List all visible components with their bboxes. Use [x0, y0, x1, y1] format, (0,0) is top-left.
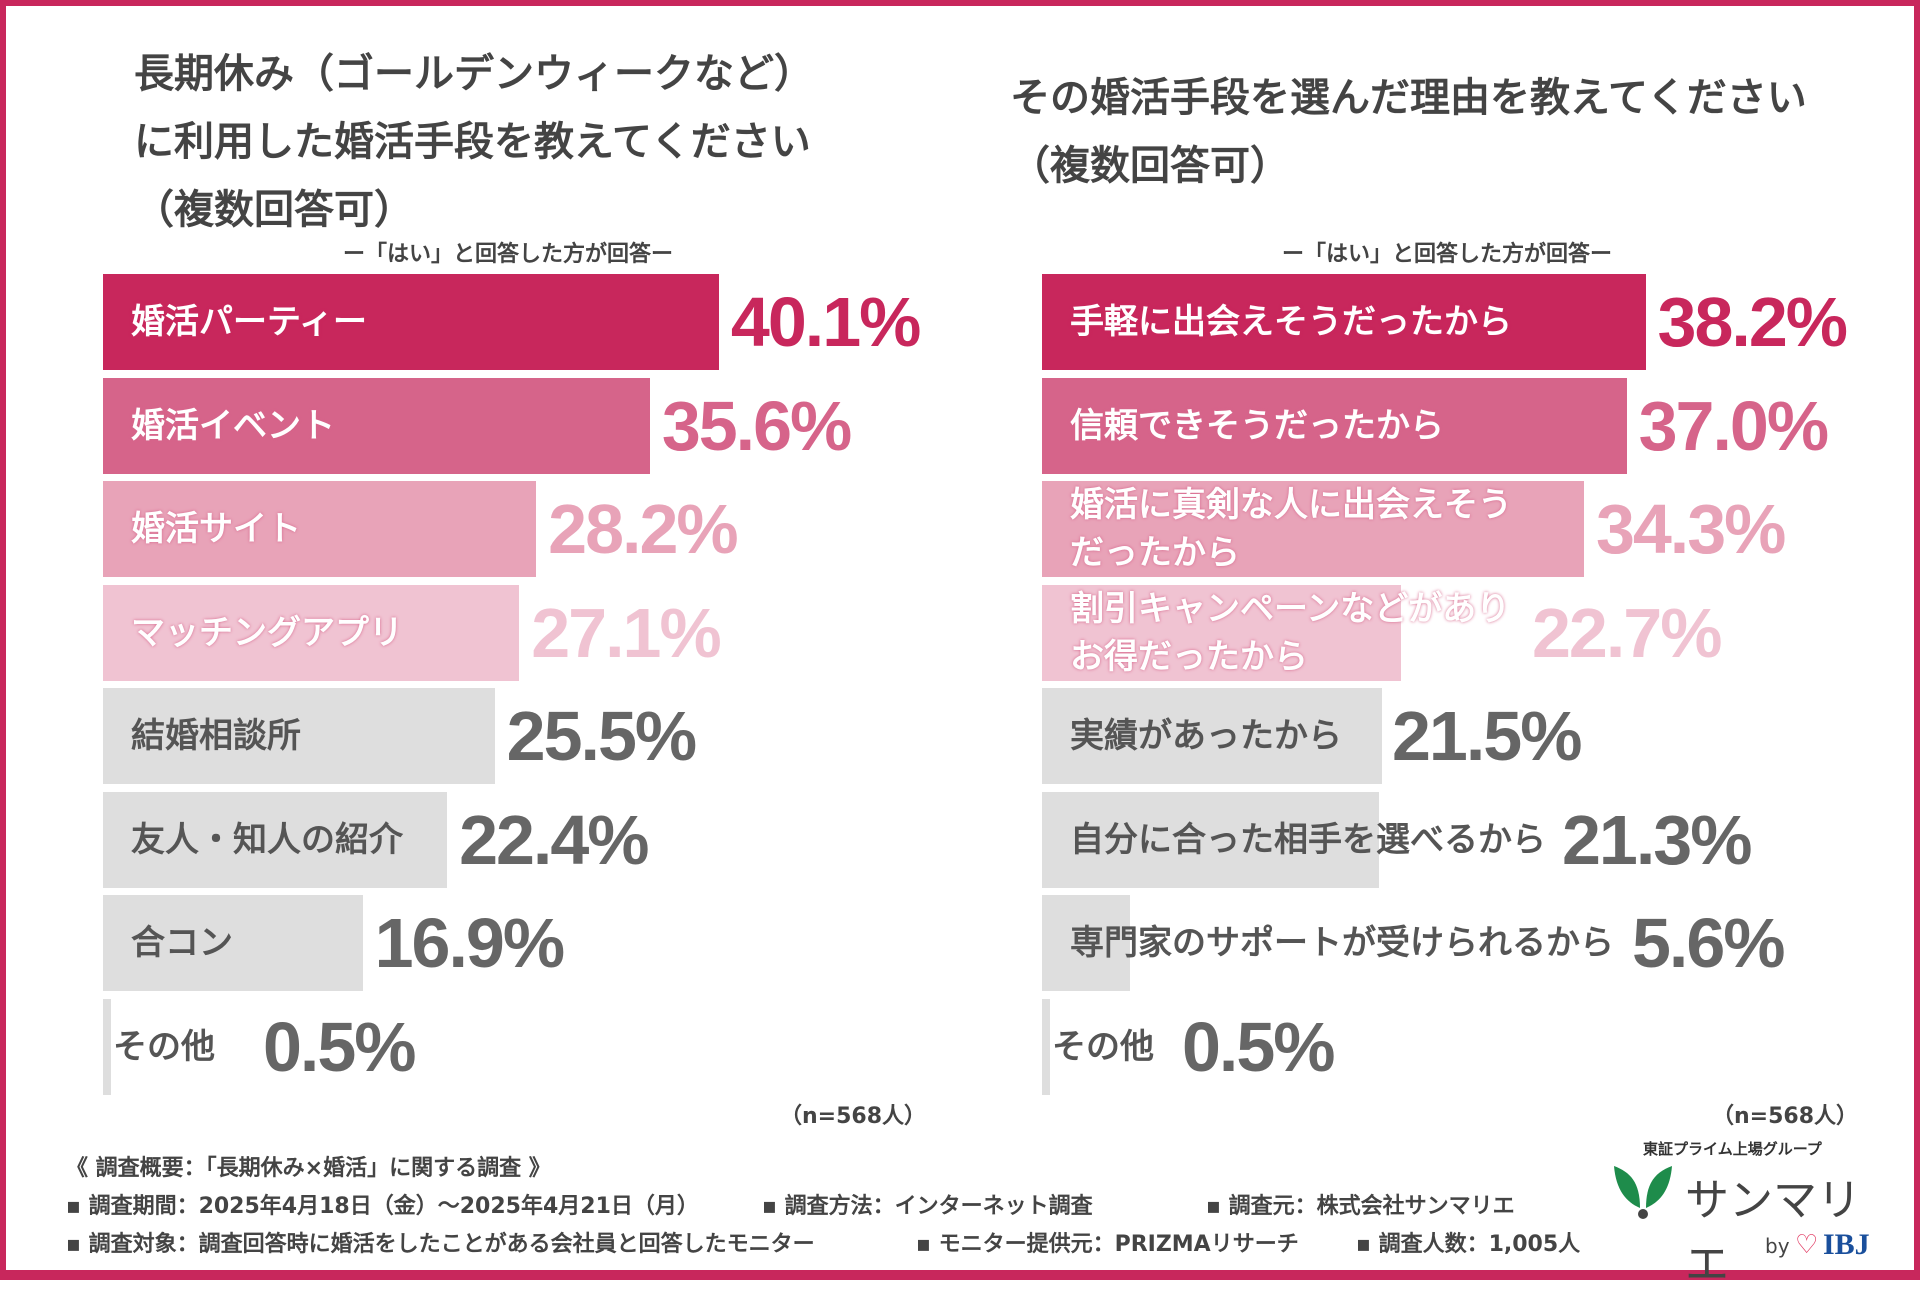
- bar-row: 専門家のサポートが受けられるから 5.6%: [1042, 895, 1920, 991]
- bar-label: 自分に合った相手を選べるから: [1070, 819, 1546, 860]
- logo-name: サンマリエ: [1685, 1175, 1861, 1290]
- bar-row: 信頼できそうだったから 37.0%: [1042, 377, 1920, 474]
- bar: [1042, 895, 1131, 991]
- value-label: 40.1%: [730, 283, 921, 361]
- bar-label: その他: [113, 1026, 215, 1067]
- bar-label: その他: [1052, 1026, 1154, 1067]
- bar-row: 合コン 16.9%: [103, 895, 1003, 991]
- bar-label: 実績があったから: [1070, 716, 1342, 756]
- footer-source: ▪ 調査元：株式会社サンマリエ: [1206, 1194, 1515, 1219]
- value-label: 21.5%: [1392, 697, 1582, 775]
- bar-label: 信頼できそうだったから: [1070, 405, 1444, 446]
- left-chart-subtitle: ー「はい」と回答した方が回答ー: [342, 242, 673, 267]
- footer-provider: ▪ モニター提供元：PRIZMAリサーチ: [916, 1232, 1299, 1257]
- right-chart-title: その婚活手段を選んだ理由を教えてください （複数回答可）: [1010, 75, 1807, 189]
- bar-label: 友人・知人の紹介: [131, 819, 403, 860]
- bar: [103, 998, 111, 1095]
- value-label: 21.3%: [1562, 800, 1752, 879]
- bar: [103, 791, 448, 888]
- bar: [1042, 377, 1627, 474]
- bar-label: 婚活イベント: [131, 405, 335, 446]
- value-label: 0.5%: [263, 1007, 417, 1086]
- bar-row: その他 0.5%: [103, 998, 1003, 1095]
- value-label: 25.5%: [506, 697, 697, 775]
- bar-row: 実績があったから 21.5%: [1042, 688, 1920, 784]
- bar-row: 結婚相談所 25.5%: [103, 688, 1003, 784]
- value-label: 16.9%: [374, 904, 565, 982]
- value-label: 5.6%: [1632, 904, 1786, 982]
- left-chart-title: 長期休み（ゴールデンウィークなど） に利用した婚活手段を教えてください （複数回…: [134, 51, 814, 233]
- bar-label: 専門家のサポートが受けられるから: [1070, 923, 1614, 963]
- bar-row: 婚活パーティー 40.1%: [103, 274, 1003, 370]
- bar-label: 手軽に出会えそうだったから: [1070, 302, 1512, 342]
- bar-row: その他 0.5%: [1042, 998, 1920, 1095]
- value-label: 37.0%: [1638, 386, 1829, 465]
- bar-row: 友人・知人の紹介 22.4%: [103, 791, 1003, 888]
- right-chart-subtitle: ー「はい」と回答した方が回答ー: [1281, 242, 1612, 267]
- footer-method: ▪ 調査方法：インターネット調査: [762, 1194, 1093, 1219]
- value-label: 27.1%: [531, 593, 721, 672]
- value-label: 28.2%: [548, 490, 738, 568]
- logo-tagline: 東証プライム上場グループ: [1643, 1140, 1822, 1158]
- bar: [103, 274, 719, 370]
- value-label: 38.2%: [1657, 283, 1848, 361]
- bar: [103, 688, 495, 784]
- bar-label: 婚活パーティー: [131, 302, 367, 342]
- bar: [103, 584, 520, 681]
- bar: [103, 377, 650, 474]
- bar: [1042, 998, 1050, 1095]
- bar: [1042, 584, 1401, 681]
- bar: [103, 895, 363, 991]
- bar-label: マッチングアプリ: [131, 612, 403, 653]
- bar: [1042, 274, 1646, 370]
- heart-icon: ♡: [1795, 1230, 1819, 1260]
- bar-row: マッチングアプリ 27.1%: [103, 584, 1003, 681]
- value-label: 22.7%: [1532, 593, 1722, 672]
- left-sample-size: （n=568人）: [780, 1104, 927, 1129]
- footer-count: ▪ 調査人数：1,005人: [1356, 1232, 1581, 1257]
- value-label: 22.4%: [459, 800, 649, 879]
- logo-by: by: [1765, 1234, 1790, 1258]
- logo-ibj: IBJ: [1823, 1228, 1870, 1261]
- bar-label: 結婚相談所: [131, 716, 301, 756]
- bar: [103, 481, 537, 577]
- value-label: 0.5%: [1182, 1007, 1336, 1086]
- bar: [1042, 688, 1382, 784]
- bar-row: 婚活イベント 35.6%: [103, 377, 1003, 474]
- bar-row: 割引キャンペーンなどがあり お得だったから 22.7%: [1042, 584, 1920, 681]
- sunmarie-logo: 東証プライム上場グループ サンマリエ by ♡ IBJ: [1605, 1138, 1875, 1290]
- bar: [1042, 481, 1584, 577]
- bar-label: 婚活に真剣な人に出会えそう だったから: [1070, 485, 1512, 573]
- bar: [1042, 791, 1379, 888]
- bar-row: 自分に合った相手を選べるから 21.3%: [1042, 791, 1920, 888]
- bar-row: 婚活に真剣な人に出会えそう だったから 34.3%: [1042, 481, 1920, 577]
- value-label: 35.6%: [661, 386, 852, 465]
- value-label: 34.3%: [1595, 490, 1786, 568]
- right-sample-size: （n=568人）: [1712, 1104, 1859, 1129]
- footer-period: ▪ 調査期間：2025年4月18日（金）～2025年4月21日（月）: [66, 1194, 699, 1219]
- bar-label: 合コン: [131, 923, 233, 963]
- bar-label: 婚活サイト: [131, 509, 301, 549]
- bar-label: 割引キャンペーンなどがあり お得だったから: [1070, 588, 1511, 677]
- leaf-icon: [1614, 1166, 1672, 1219]
- footer-target: ▪ 調査対象：調査回答時に婚活をしたことがある会社員と回答したモニター: [66, 1232, 815, 1257]
- bar-row: 婚活サイト 28.2%: [103, 481, 1003, 577]
- footer-heading: 《 調査概要：「長期休み×婚活」に関する調査 》: [66, 1156, 551, 1181]
- bar-row: 手軽に出会えそうだったから 38.2%: [1042, 274, 1920, 370]
